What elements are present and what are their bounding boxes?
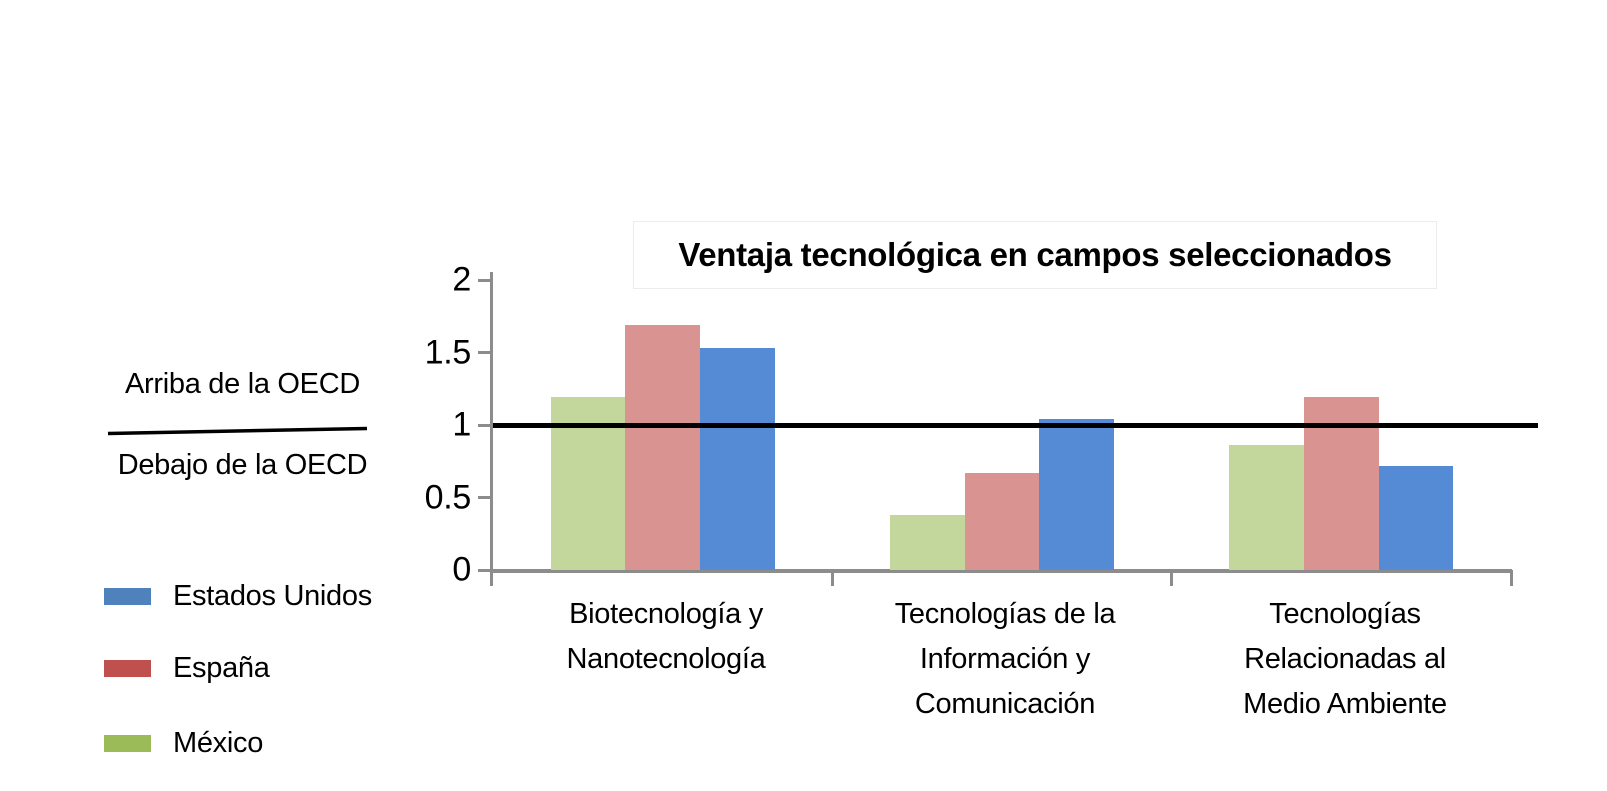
bar-mexico-tecnologias-relacionadas	[1229, 445, 1305, 570]
y-tick-label-1: 1	[452, 405, 471, 444]
category-label-line: Tecnologías de la	[894, 598, 1116, 630]
annotation-below-oecd: Debajo de la OECD	[117, 449, 368, 481]
legend-item-espana: España	[104, 652, 270, 684]
y-tick-label-2: 2	[452, 260, 471, 299]
category-label-line: Nanotecnología	[566, 643, 766, 675]
legend-swatch-espana	[104, 659, 151, 677]
legend-label-estados-unidos: Estados Unidos	[173, 579, 372, 612]
bar-espana-biotecnologia-y	[625, 324, 700, 570]
x-axis-tick-2	[1170, 570, 1174, 586]
category-label-line: Relacionadas al	[1244, 643, 1446, 675]
bar-espana-tecnologias-de	[964, 472, 1040, 570]
y-tick-label-1-5: 1.5	[424, 333, 472, 371]
chart-title: Ventaja tecnológica en campos selecciona…	[633, 221, 1437, 289]
legend-item-estados-unidos: Estados Unidos	[104, 580, 372, 612]
legend-item-mexico: México	[104, 727, 263, 759]
y-axis-tick-0	[478, 568, 491, 572]
y-tick-label-0: 0	[452, 550, 471, 589]
category-label-tecnologias-de: Tecnologías de la Información y Comunicaci…	[835, 592, 1175, 727]
y-tick-label-0-5: 0.5	[424, 478, 472, 516]
category-label-line: Biotecnología y	[569, 598, 763, 630]
y-axis-tick-1-5	[478, 351, 491, 354]
legend-swatch-mexico	[104, 734, 151, 752]
x-axis-tick-1	[830, 570, 834, 586]
annotation-above-oecd: Arriba de la OECD	[124, 368, 361, 400]
y-axis-tick-1	[478, 423, 491, 427]
y-axis-tick-2	[478, 278, 491, 282]
annotation-divider-line	[107, 426, 368, 436]
bar-mexico-tecnologias-de	[890, 514, 965, 570]
category-label-line: Comunicación	[914, 688, 1096, 720]
y-axis-tick-0-5	[478, 496, 491, 499]
category-label-biotecnologia-y: Biotecnología y Nanotecnología	[496, 592, 836, 682]
legend-label-mexico: México	[173, 726, 264, 759]
category-label-tecnologias-relacionadas: Tecnologías Relacionadas al Medio Ambiente	[1175, 592, 1515, 727]
oecd-reference-line	[493, 422, 1538, 428]
category-label-line: Medio Ambiente	[1243, 688, 1447, 720]
category-label-line: Información y	[919, 643, 1091, 675]
bar-estados-unidos-tecnologias-relacionadas	[1378, 465, 1454, 570]
x-axis-line	[490, 569, 1512, 573]
legend-label-espana: España	[173, 651, 270, 684]
y-axis-line	[490, 272, 493, 586]
category-label-line: Tecnologías	[1269, 598, 1421, 630]
bar-estados-unidos-tecnologias-de	[1039, 419, 1114, 570]
legend-swatch-estados-unidos	[104, 587, 151, 605]
x-axis-tick-3	[1509, 570, 1513, 586]
bar-estados-unidos-biotecnologia-y	[699, 348, 775, 570]
